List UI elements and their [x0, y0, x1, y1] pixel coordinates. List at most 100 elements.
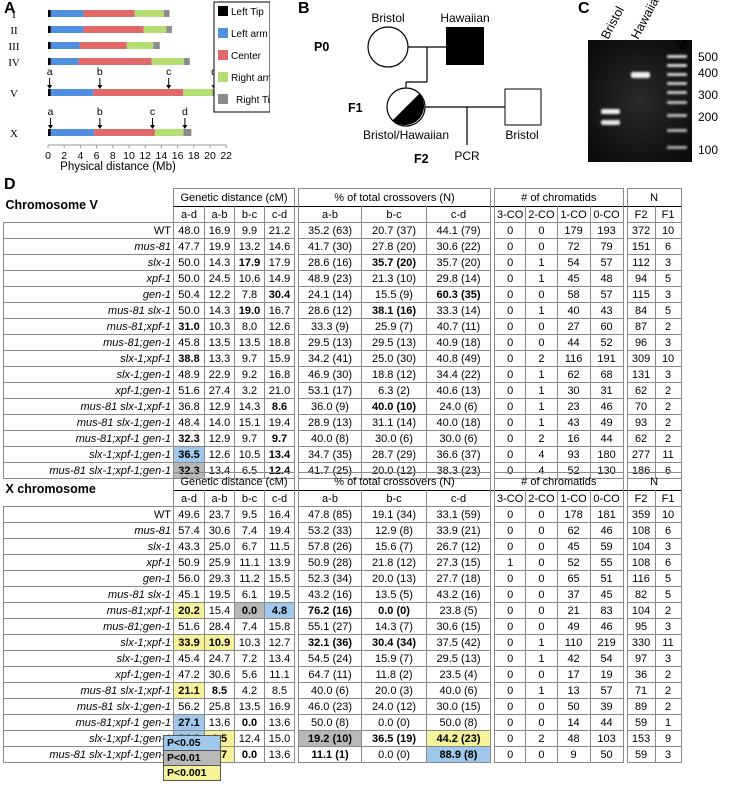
table-cell: 0 — [525, 698, 558, 715]
table-cell: 0 — [525, 602, 558, 619]
table-cell: 9.9 — [234, 222, 265, 239]
table-cell: 30.6 (15) — [426, 618, 491, 635]
table-cell: 0 — [493, 350, 527, 367]
table-cell: 6.7 — [234, 538, 265, 555]
table-cell: 11.5 — [264, 538, 295, 555]
table-cell: 2 — [654, 318, 682, 335]
table-cell: 103 — [589, 730, 624, 747]
column-group-header: N — [626, 188, 682, 207]
table-cell: 15.6 (7) — [361, 538, 427, 555]
table-cell: 2 — [525, 730, 558, 747]
table-cell: 40.7 (11) — [426, 318, 491, 335]
table-cell: 0.0 (0) — [361, 602, 427, 619]
table-cell: 43 — [589, 302, 624, 319]
table-cell: 57.8 (26) — [298, 538, 362, 555]
table-cell: 2 — [525, 430, 558, 447]
table-cell: 57 — [589, 286, 624, 303]
lane-label-bristol: Bristol — [598, 4, 627, 41]
table-cell: 31.0 — [173, 318, 205, 335]
table-cell: 0 — [525, 334, 558, 351]
table-cell: 30.6 (22) — [426, 238, 491, 255]
ladder-400: 400 — [698, 66, 718, 80]
table-cell: 45.1 — [173, 586, 205, 603]
table-cell: 19.4 — [264, 522, 295, 539]
table-cell: 51.6 — [173, 382, 205, 399]
genotype-label: xpf-1 — [3, 554, 174, 571]
table-cell: 27.4 — [204, 382, 235, 399]
table-cell: 0 — [493, 446, 527, 463]
table-cell: 12.6 — [204, 446, 235, 463]
chromosome-iii-segment-left-arm — [50, 42, 80, 49]
table-cell: 15.1 — [234, 414, 265, 431]
table-cell: 21 — [556, 602, 591, 619]
legend-p05: P<0.05 — [164, 736, 220, 751]
table-cell: 82 — [626, 586, 656, 603]
table-cell: 47.2 — [173, 666, 205, 683]
table-cell: 1 — [525, 682, 558, 699]
table-cell: 15.9 (7) — [361, 650, 427, 667]
table-cell: 17 — [556, 666, 591, 683]
table-cell: 50.9 — [173, 554, 205, 571]
table-cell: 35.7 (20) — [361, 254, 427, 271]
table-cell: 64.7 (11) — [298, 666, 362, 683]
table-cell: 47.7 — [173, 238, 205, 255]
table-cell: 49 — [589, 414, 624, 431]
genotype-label: slx-1;xpf-1 — [3, 350, 174, 367]
table-cell: 31 — [589, 382, 624, 399]
chromosome-iv-segment-left-arm — [50, 58, 79, 65]
table-cell: 21.0 — [264, 382, 295, 399]
table-cell: 79 — [589, 238, 624, 255]
table-cell: 112 — [626, 254, 656, 271]
table-cell: 13.9 — [264, 554, 295, 571]
legend-swatch-right-tip — [218, 94, 228, 104]
table-cell: 95 — [626, 618, 656, 635]
table-cell: 3 — [654, 538, 682, 555]
table-cell: 50.9 (28) — [298, 554, 362, 571]
table-cell: 12.4 — [234, 730, 265, 747]
table-cell: 43.2 (16) — [426, 586, 491, 603]
table-cell: 24.1 (14) — [298, 286, 362, 303]
marker-v-b: b — [97, 66, 103, 78]
chromosome-label-x: X — [10, 128, 18, 140]
table-cell: 11 — [654, 634, 682, 651]
table-row: gen-1 56.0 29.3 11.2 15.5 52.3 (34) 20.0 (13) 2… — [3, 570, 682, 587]
column-header: a-d — [173, 206, 205, 223]
table-cell: 0 — [493, 730, 527, 747]
genotype-label: WT — [3, 506, 174, 523]
table-row: xpf-1 50.9 25.9 11.1 13.9 50.9 (28) 21.8 (12) 2… — [3, 554, 682, 571]
genotype-label: mus-81 slx-1;xpf-1 — [3, 682, 174, 699]
x-tick-label: 12 — [139, 150, 151, 162]
legend-swatch-center — [218, 50, 228, 60]
table-cell: 50.0 — [173, 270, 205, 287]
table-cell: 29.8 (14) — [426, 270, 491, 287]
chromosome-v-segment-left-arm — [50, 89, 94, 96]
chromosome-ii-segment-left-arm — [50, 26, 84, 33]
genotype-label: mus-81;xpf-1 gen-1 — [3, 430, 174, 447]
p0-hawaiian-label: Hawaiian — [440, 11, 489, 25]
table-cell: 0 — [493, 746, 527, 763]
table-cell: 65 — [556, 570, 591, 587]
panel-c-letter: C — [578, 0, 590, 17]
legend-label-left-tip: Left Tip — [231, 7, 264, 18]
table-title: Chromosome V — [3, 188, 174, 223]
table-cell: 2 — [654, 602, 682, 619]
table-cell: 193 — [589, 222, 624, 239]
significance-legend: P<0.05 P<0.01 P<0.001 — [163, 735, 221, 781]
table-cell: 131 — [626, 366, 656, 383]
table-cell: 19.2 (10) — [298, 730, 362, 747]
table-cell: 9 — [654, 730, 682, 747]
table-cell: 27.1 — [173, 714, 205, 731]
column-header: a-b — [298, 490, 362, 507]
table-cell: 70 — [626, 398, 656, 415]
table-cell: 14.6 — [264, 238, 295, 255]
table-cell: 2 — [654, 682, 682, 699]
table-cell: 27 — [556, 318, 591, 335]
table-cell: 54.5 (24) — [298, 650, 362, 667]
table-row: slx-1 50.0 14.3 17.9 17.9 28.6 (16) 35.7 (20) 3… — [3, 254, 682, 271]
column-header: a-b — [204, 206, 235, 223]
table-cell: 0.0 — [234, 746, 265, 763]
table-cell: 51.6 — [173, 618, 205, 635]
table-row: slx-1;xpf-1 38.8 13.3 9.7 15.9 34.2 (41) 25.0 … — [3, 350, 682, 367]
table-cell: 28.6 (16) — [298, 254, 362, 271]
table-row: mus-81 slx-1;xpf-1 36.8 12.9 14.3 8.6 36.0 (9… — [3, 398, 682, 415]
